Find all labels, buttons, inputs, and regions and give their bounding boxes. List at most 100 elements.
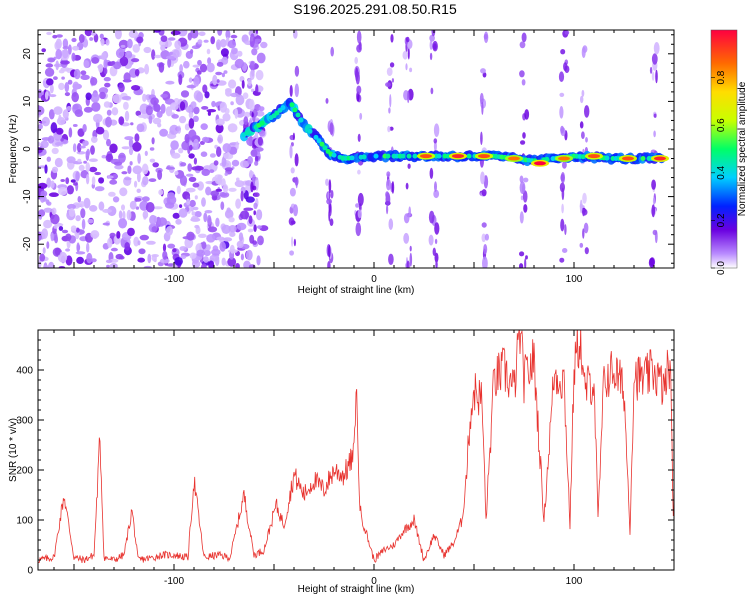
spectrum-noise-blob — [188, 111, 194, 119]
spectrum-noise-blob — [228, 217, 235, 223]
ridge-core — [385, 153, 391, 159]
spectrogram-ytick-label: -10 — [22, 189, 33, 204]
spectrum-noise-blob — [144, 150, 148, 156]
spectrum-noise-streak — [391, 181, 395, 194]
spectrum-noise-blob — [243, 116, 249, 126]
spectrum-noise-blob — [171, 114, 179, 119]
spectrum-noise-blob — [170, 140, 179, 151]
spectrum-noise-blob — [216, 146, 222, 157]
spectrum-noise-streak — [254, 155, 259, 163]
spectrum-noise-blob — [131, 58, 140, 63]
spectrum-noise-streak — [433, 189, 440, 199]
snr-ytick-label: 100 — [16, 516, 33, 527]
spectrum-noise-blob — [153, 30, 161, 33]
spectrum-noise-blob — [171, 152, 181, 159]
spectrum-noise-blob — [112, 196, 120, 203]
spectrum-noise-blob — [201, 241, 207, 250]
spectrum-noise-blob — [41, 228, 48, 240]
spectrum-noise-streak — [519, 70, 525, 78]
ridge-core — [349, 155, 355, 161]
spectrum-noise-blob — [182, 236, 192, 240]
spectrum-noise-blob — [229, 244, 235, 254]
spectrum-noise-blob — [193, 157, 197, 165]
spectrum-noise-blob — [38, 259, 42, 268]
spectrum-noise-blob — [157, 169, 163, 180]
spectrum-noise-blob — [239, 210, 250, 220]
spectrum-noise-blob — [89, 166, 98, 173]
spectrum-noise-blob — [216, 236, 225, 241]
spectrum-noise-blob — [121, 146, 130, 150]
spectrum-noise-blob — [120, 44, 126, 48]
spectrum-noise-streak — [251, 111, 254, 118]
ridge-hotspot — [508, 156, 520, 161]
spectrum-noise-blob — [67, 79, 73, 85]
spectrum-noise-blob — [128, 138, 134, 148]
spectrum-noise-streak — [328, 179, 332, 194]
spectrum-noise-blob — [240, 253, 244, 261]
spectrum-noise-blob — [72, 124, 78, 127]
spectrum-noise-blob — [74, 109, 84, 117]
spectrum-noise-streak — [519, 181, 526, 195]
ridge-core — [244, 130, 250, 136]
spectrum-noise-blob — [105, 39, 110, 46]
spectrum-noise-blob — [207, 215, 212, 225]
ridge-core — [259, 120, 265, 126]
spectrum-noise-streak — [355, 222, 362, 237]
spectrum-noise-blob — [165, 80, 175, 85]
spectrum-noise-blob — [144, 63, 150, 75]
spectrum-noise-blob — [118, 83, 125, 93]
spectrum-noise-blob — [123, 101, 129, 110]
spectrum-noise-blob — [105, 153, 114, 163]
spectrum-noise-blob — [80, 74, 90, 81]
spectrum-noise-blob — [78, 164, 85, 171]
spectrum-noise-blob — [150, 97, 159, 106]
spectrum-noise-blob — [181, 140, 190, 151]
spectrum-noise-blob — [215, 71, 223, 76]
spectrum-noise-blob — [180, 90, 190, 98]
ridge-core — [373, 153, 379, 159]
spectrum-noise-blob — [47, 261, 55, 268]
spectrum-noise-blob — [107, 237, 113, 248]
ridge-hotspot — [588, 154, 600, 159]
spectrum-noise-blob — [172, 248, 177, 253]
spectrum-noise-blob — [83, 197, 91, 209]
spectrum-noise-blob — [54, 247, 61, 256]
spectrum-noise-blob — [90, 230, 100, 239]
spectrum-noise-blob — [143, 265, 152, 268]
ridge-core — [445, 153, 451, 159]
spectrum-noise-streak — [480, 171, 485, 185]
spectrum-noise-blob — [61, 76, 65, 80]
spectrum-noise-blob — [113, 161, 123, 166]
spectrum-noise-blob — [165, 106, 173, 117]
spectrum-noise-blob — [151, 137, 155, 145]
ridge-hotspot — [420, 154, 432, 159]
spectrum-noise-blob — [100, 38, 105, 46]
spectrum-noise-blob — [185, 187, 196, 193]
spectrum-noise-blob — [191, 211, 196, 216]
spectrum-noise-blob — [142, 210, 149, 219]
spectrum-noise-blob — [188, 118, 195, 129]
spectrum-noise-blob — [188, 77, 193, 83]
spectrum-noise-blob — [75, 251, 86, 255]
spectrum-noise-blob — [255, 110, 265, 117]
spectrum-noise-streak — [520, 195, 524, 201]
spectrum-noise-streak — [561, 203, 564, 214]
spectrum-noise-blob — [247, 78, 252, 87]
spectrum-noise-streak — [580, 95, 584, 104]
spectrum-noise-blob — [124, 136, 134, 141]
spectrum-noise-streak — [407, 163, 411, 169]
spectrum-noise-blob — [42, 196, 47, 202]
spectrum-noise-streak — [405, 36, 410, 43]
spectrum-noise-blob — [257, 235, 264, 246]
spectrum-noise-streak — [564, 224, 567, 236]
spectrum-noise-blob — [206, 234, 216, 243]
spectrum-noise-blob — [234, 108, 239, 119]
spectrum-noise-blob — [225, 88, 232, 93]
spectrum-noise-blob — [103, 77, 111, 82]
spectrum-noise-blob — [54, 157, 63, 168]
spectrum-noise-blob — [78, 34, 85, 43]
spectrum-noise-blob — [223, 70, 228, 74]
spectrum-noise-blob — [62, 109, 69, 119]
spectrum-noise-blob — [236, 240, 244, 249]
spectrum-noise-blob — [166, 55, 176, 60]
